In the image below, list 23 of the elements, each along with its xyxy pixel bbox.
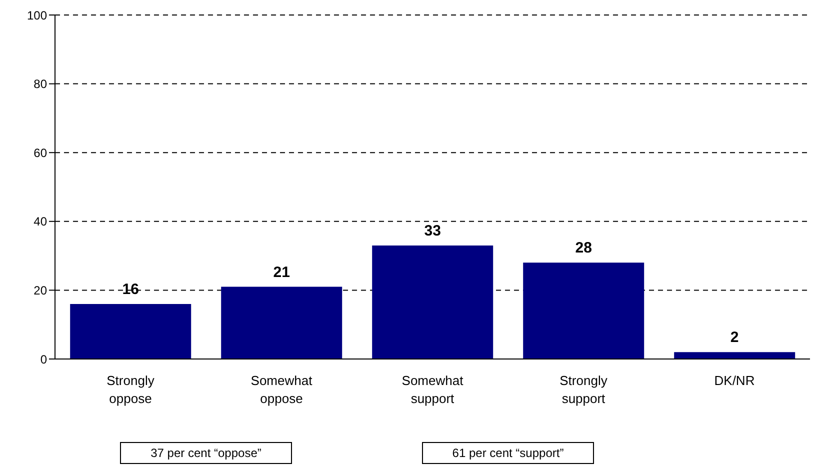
y-tick-label: 0 (40, 352, 48, 366)
x-tick-label: DK/NR (714, 373, 755, 388)
text: 61 per cent “support” (422, 442, 594, 464)
data-label: 16 (122, 280, 139, 298)
data-label: 2 (730, 329, 739, 346)
x-tick-label: Somewhat oppose (250, 373, 313, 406)
data-label: 28 (575, 240, 592, 257)
x-tick-label: Somewhat support (402, 373, 464, 406)
bar (523, 262, 644, 359)
x-tick-label: Strongly support (560, 373, 608, 406)
bar (70, 304, 192, 359)
data-label: 33 (424, 222, 441, 240)
y-tick-label: 80 (34, 77, 48, 92)
bar (372, 245, 494, 359)
bar (221, 286, 342, 359)
bar (674, 352, 796, 359)
x-tick-label: Strongly oppose (106, 373, 155, 406)
y-tick-label: 60 (34, 146, 48, 160)
data-label: 21 (273, 264, 290, 281)
text: 37 per cent “oppose” (120, 442, 292, 464)
y-tick-label: 40 (34, 214, 48, 229)
y-tick-label: 20 (34, 283, 48, 298)
y-tick-label: 100 (26, 8, 48, 22)
